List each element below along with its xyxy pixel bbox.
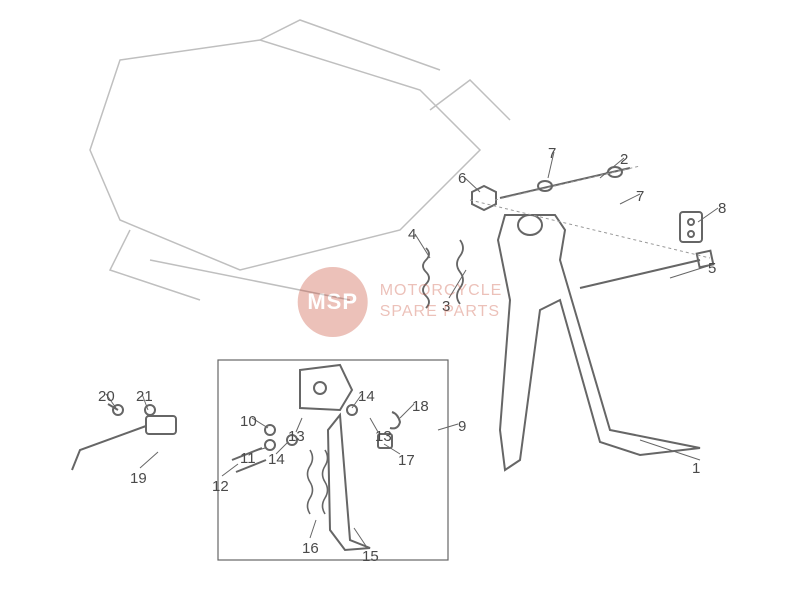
callout-7: 7	[548, 145, 556, 162]
callout-3: 3	[442, 298, 450, 315]
callout-2: 2	[620, 151, 628, 168]
callout-6: 6	[458, 170, 466, 187]
callout-17: 17	[398, 452, 415, 469]
callout-15: 15	[362, 548, 379, 565]
callout-13: 13	[375, 428, 392, 445]
callout-12: 12	[212, 478, 229, 495]
side-stand	[232, 365, 400, 550]
callout-7: 7	[636, 188, 644, 205]
callout-19: 19	[130, 470, 147, 487]
axis-lines	[470, 166, 710, 258]
callout-21: 21	[136, 388, 153, 405]
center-stand	[498, 215, 700, 470]
frame-outline	[90, 20, 510, 300]
callout-1: 1	[692, 460, 700, 477]
callout-10: 10	[240, 413, 257, 430]
switch-assy	[72, 404, 176, 470]
callout-5: 5	[708, 260, 716, 277]
bolt-long	[580, 251, 713, 288]
callout-9: 9	[458, 418, 466, 435]
callout-8: 8	[718, 200, 726, 217]
callout-11: 11	[240, 450, 256, 467]
parts-diagram: 12345677891011121313141415161718192021 M…	[0, 0, 800, 603]
callout-4: 4	[408, 226, 416, 243]
pivot-pin	[500, 167, 630, 198]
callout-16: 16	[302, 540, 319, 557]
callout-14: 14	[358, 388, 375, 405]
bracket	[680, 212, 702, 242]
callout-20: 20	[98, 388, 115, 405]
nut	[472, 186, 496, 210]
callout-18: 18	[412, 398, 429, 415]
callout-14: 14	[268, 451, 285, 468]
diagram-svg	[0, 0, 800, 603]
leader-lines	[106, 152, 718, 546]
callout-13: 13	[288, 428, 305, 445]
